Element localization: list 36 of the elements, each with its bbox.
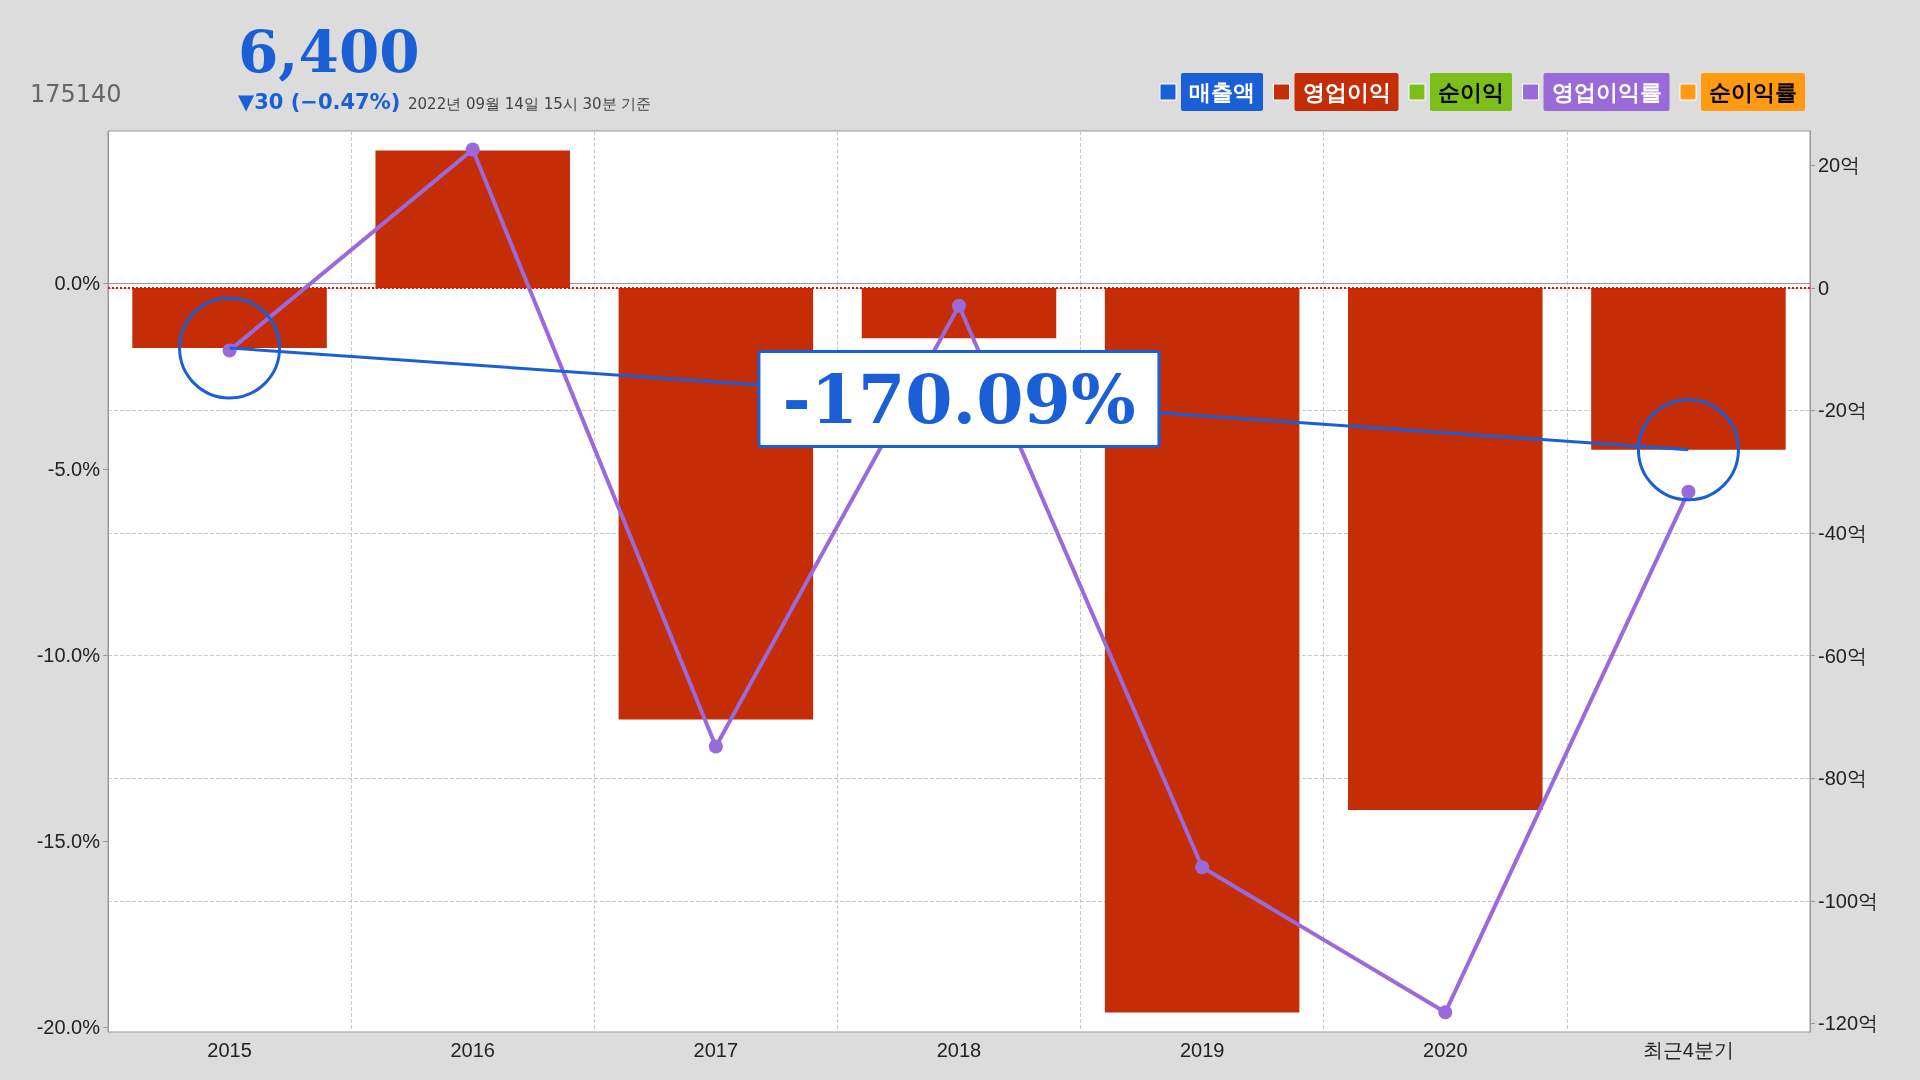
text: 2022년 09월 14일 15시 30분 기준 (408, 95, 652, 114)
legend-label: 매출액 (1189, 79, 1255, 105)
legend-label: 영업이익 (1302, 79, 1391, 105)
x-tick-label: 2017 (693, 1039, 739, 1061)
point (708, 739, 723, 754)
y2-tick-label: 20억 (1818, 154, 1861, 177)
y2-tick-label: -60억 (1818, 644, 1867, 667)
y-tick-label: -20.0% (36, 1016, 101, 1039)
legend-label: 순이익 (1438, 79, 1504, 105)
point (1438, 1005, 1453, 1020)
x-tick-label: 2016 (450, 1039, 495, 1061)
point (1195, 860, 1210, 875)
y-tick-label: -5.0% (47, 458, 101, 481)
y-tick-label: -15.0% (36, 830, 101, 853)
text: 175140 (30, 80, 122, 108)
y2-tick-label: -100억 (1818, 889, 1879, 912)
point (1681, 484, 1696, 499)
point (952, 298, 966, 313)
chart-subtitle: ▼30 (−0.47%) (238, 90, 401, 114)
y2-tick-label: -120억 (1818, 1012, 1879, 1035)
annotation: -170.09% (757, 349, 1161, 448)
legend-label: 순이익률 (1709, 79, 1797, 105)
x-tick-label: 최근4분기 (1642, 1039, 1734, 1061)
y2-tick-label: -40억 (1818, 522, 1867, 545)
x-tick-label: 2018 (936, 1039, 982, 1061)
x-tick-label: 2015 (207, 1039, 252, 1061)
legend-label: 영업이익률 (1551, 79, 1662, 105)
x-tick-label: 2019 (1179, 1039, 1225, 1061)
y2-tick-label: -80억 (1818, 767, 1867, 790)
chart-title: 6,400 (238, 18, 420, 86)
y2-tick-label: -20억 (1818, 399, 1867, 422)
y-tick-label: -10.0% (36, 644, 101, 667)
y-tick-label: 0.0% (54, 272, 101, 295)
point (465, 142, 480, 157)
y2-tick-label: 0 (1818, 276, 1830, 299)
x-tick-label: 2020 (1423, 1039, 1468, 1061)
